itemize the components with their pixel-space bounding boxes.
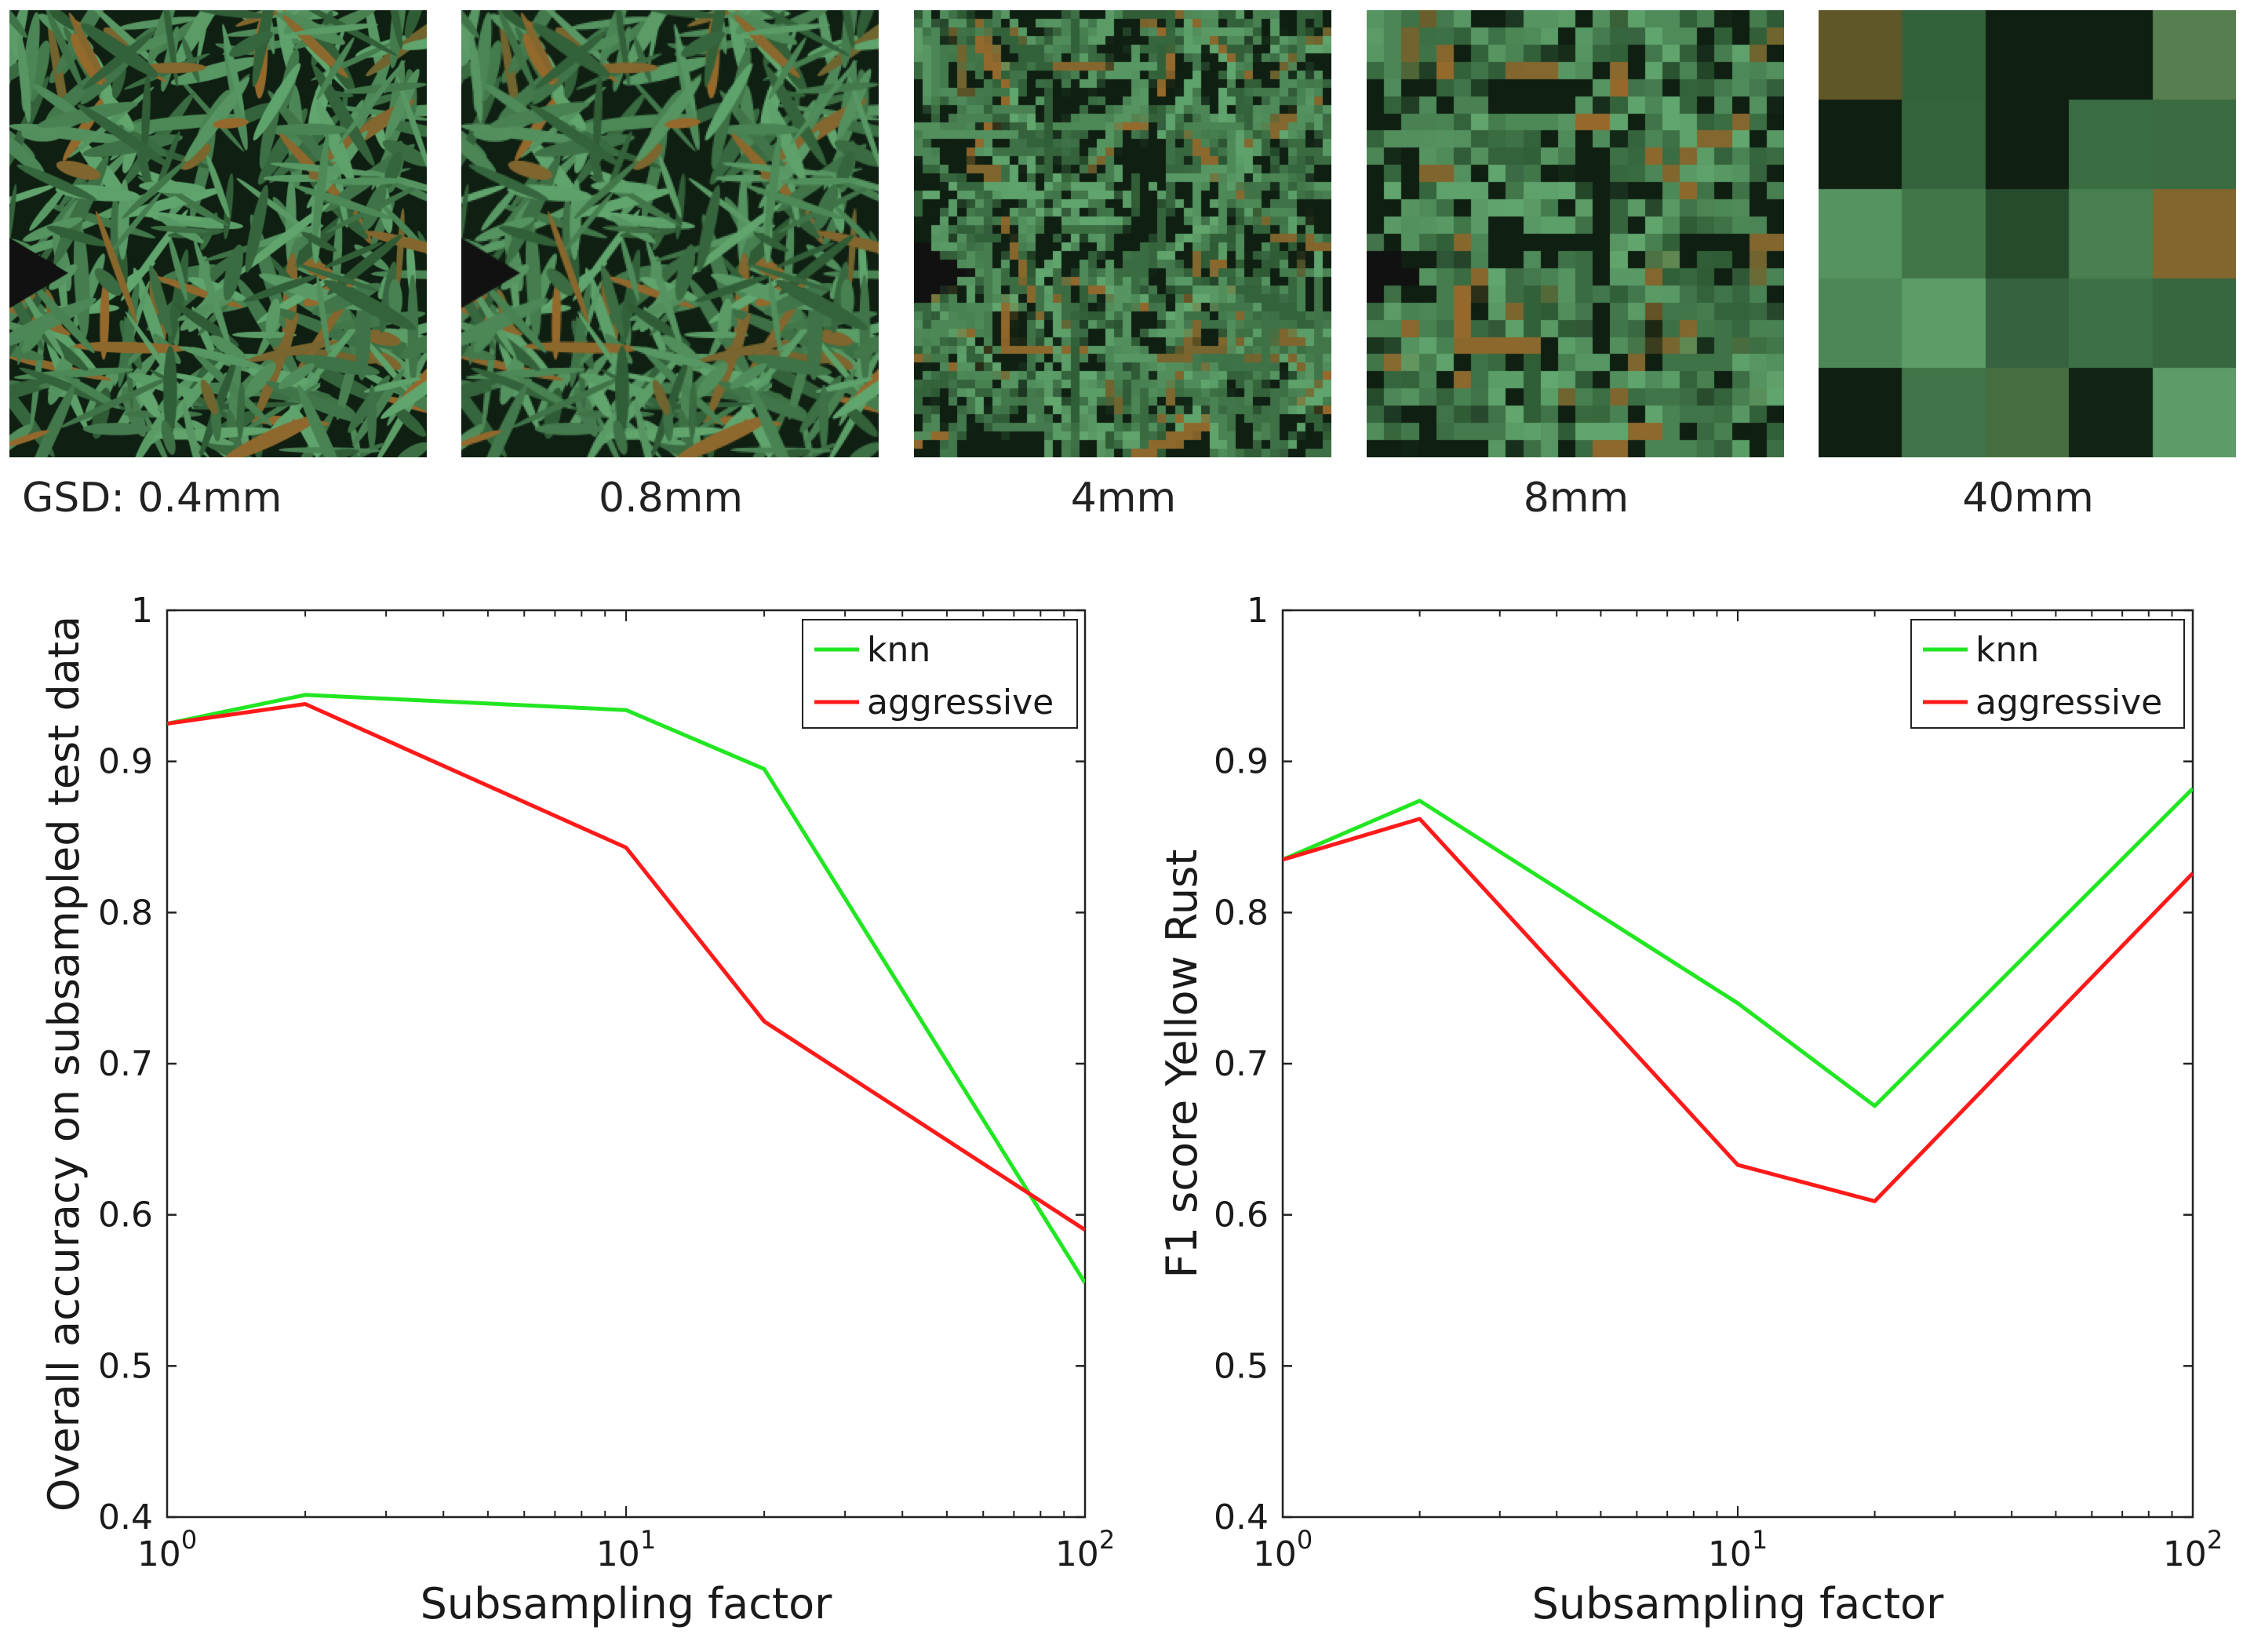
legend-box xyxy=(1910,619,2185,729)
thumb-label-0: GSD: 0.4mm xyxy=(22,475,282,522)
x-axis-title: Subsampling factor xyxy=(1532,1579,1945,1628)
x-tick-label: 102 xyxy=(2163,1525,2223,1574)
y-tick-label: 0.4 xyxy=(98,1497,153,1537)
x-tick-exponent: 2 xyxy=(1099,1525,1115,1555)
x-tick-label: 101 xyxy=(596,1525,656,1574)
plot-area xyxy=(1281,609,2194,1519)
tick-marks xyxy=(166,609,1086,1519)
y-axis-title: Overall accuracy on subsampled test data xyxy=(39,616,89,1512)
thumbnail-image xyxy=(914,10,1331,457)
series-line-aggressive xyxy=(1283,817,2193,1203)
x-tick-exponent: 1 xyxy=(640,1525,656,1555)
y-tick-label: 0.6 xyxy=(98,1195,153,1235)
y-tick-label: 0.8 xyxy=(98,893,153,933)
y-tick-label: 0.9 xyxy=(1214,742,1269,782)
x-tick-exponent: 2 xyxy=(2207,1525,2223,1555)
series-line-knn xyxy=(1283,787,2193,1108)
legend-label-aggressive: aggressive xyxy=(1975,682,2162,722)
y-tick-label: 0.8 xyxy=(1214,893,1269,933)
thumbnail-image xyxy=(1819,10,2236,457)
thumbnail-image xyxy=(9,10,427,457)
x-tick-base: 10 xyxy=(2163,1534,2207,1574)
x-tick-labels: 100 101 102 xyxy=(1253,1525,2223,1574)
x-tick-label: 101 xyxy=(1708,1525,1768,1574)
legend-label-knn: knn xyxy=(1975,630,2039,670)
legend: knn aggressive xyxy=(1910,619,2185,729)
y-tick-labels: 0.4 0.5 0.6 0.7 0.8 0.9 1 xyxy=(98,591,153,1537)
thumbnail-gsd-4mm xyxy=(914,10,1331,457)
legend-label-aggressive: aggressive xyxy=(867,682,1054,722)
x-tick-base: 10 xyxy=(1708,1534,1752,1574)
tick-marks xyxy=(1282,609,2194,1519)
y-tick-label: 0.5 xyxy=(98,1346,153,1386)
legend-label-knn: knn xyxy=(867,630,930,670)
x-tick-label: 100 xyxy=(1253,1525,1313,1574)
thumbnail-image xyxy=(1367,10,1784,457)
series-line-knn xyxy=(167,693,1085,1284)
x-tick-exponent: 0 xyxy=(181,1525,197,1555)
gsd-label-row: GSD: 0.4mm 0.8mm 4mm 8mm 40mm xyxy=(22,475,2094,522)
thumb-label-3: 8mm xyxy=(1524,475,1629,522)
legend-box xyxy=(802,619,1078,729)
thumbnail-image xyxy=(461,10,879,457)
y-tick-label: 0.4 xyxy=(1214,1497,1269,1537)
y-tick-label: 0.5 xyxy=(1214,1346,1269,1386)
x-tick-label: 100 xyxy=(137,1525,197,1574)
thumbnail-gsd-0-4mm xyxy=(9,10,427,457)
y-tick-label: 0.6 xyxy=(1214,1195,1269,1235)
y-tick-label: 0.7 xyxy=(1214,1044,1269,1084)
accuracy-chart: 0.40.50.60.70.80.91 100 101 102 Subsamplin… xyxy=(39,591,1115,1628)
series-lines xyxy=(1283,787,2193,1203)
x-axis-title: Subsampling factor xyxy=(421,1579,833,1628)
x-tick-exponent: 0 xyxy=(1297,1525,1313,1555)
y-tick-label: 1 xyxy=(1247,591,1269,631)
thumb-label-2: 4mm xyxy=(1071,475,1176,522)
f1-score-chart: 0.40.50.60.70.80.91 100 101 102 Subsamplin… xyxy=(1157,591,2223,1628)
x-tick-base: 10 xyxy=(596,1534,640,1574)
thumb-label-4: 40mm xyxy=(1962,475,2093,522)
thumbnail-gsd-40mm xyxy=(1819,10,2236,457)
x-tick-exponent: 1 xyxy=(1752,1525,1768,1555)
plot-area xyxy=(166,609,1087,1519)
y-tick-label: 0.9 xyxy=(98,742,153,782)
x-tick-base: 10 xyxy=(137,1534,181,1574)
y-tick-label: 0.7 xyxy=(98,1044,153,1084)
x-tick-base: 10 xyxy=(1253,1534,1297,1574)
legend: knn aggressive xyxy=(802,619,1078,729)
x-tick-labels: 100 101 102 xyxy=(137,1525,1115,1574)
thumb-label-1: 0.8mm xyxy=(599,475,743,522)
gsd-thumbnail-row xyxy=(9,10,2236,457)
thumbnail-gsd-8mm xyxy=(1367,10,1784,457)
series-lines xyxy=(167,693,1085,1284)
y-tick-label: 1 xyxy=(131,591,153,631)
series-line-aggressive xyxy=(167,702,1085,1232)
thumbnail-gsd-0-8mm xyxy=(461,10,879,457)
x-tick-label: 102 xyxy=(1055,1525,1115,1574)
y-tick-labels: 0.4 0.5 0.6 0.7 0.8 0.9 1 xyxy=(1214,591,1269,1537)
x-tick-base: 10 xyxy=(1055,1534,1099,1574)
y-axis-title: F1 score Yellow Rust xyxy=(1157,850,1207,1279)
